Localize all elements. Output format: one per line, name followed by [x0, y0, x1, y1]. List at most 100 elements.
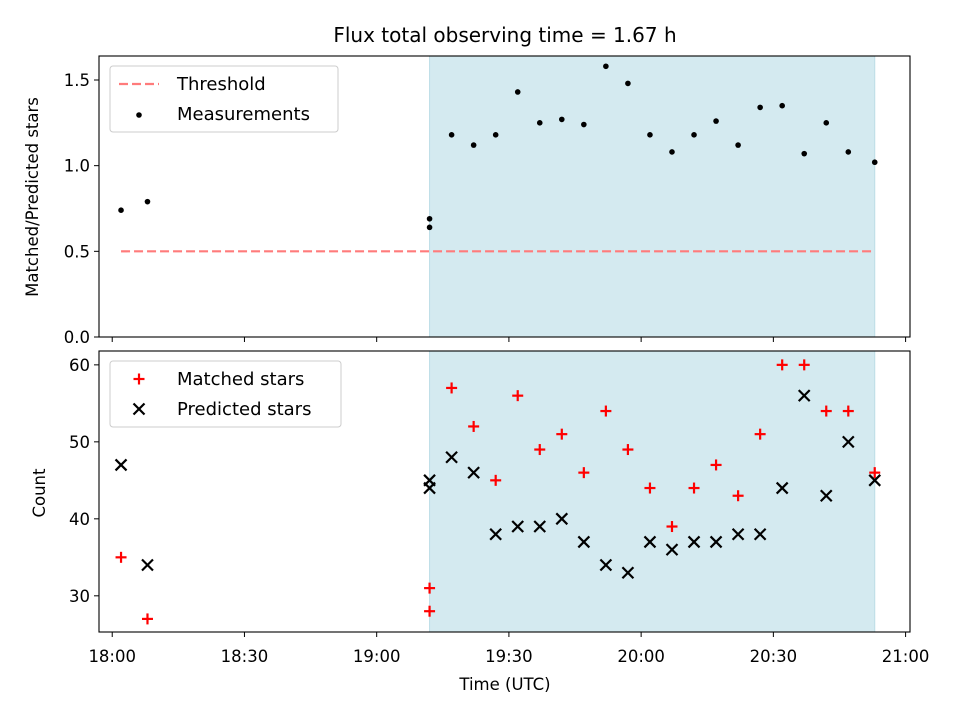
matched-star-point	[842, 405, 854, 417]
predicted-star-point	[445, 450, 458, 464]
x-tick-label: 20:30	[750, 647, 798, 666]
y-tick-label: 40	[69, 510, 90, 529]
bottom-legend: Matched stars Predicted stars	[109, 360, 342, 428]
x-tick-label: 18:00	[88, 647, 136, 666]
predicted-star-point	[868, 474, 882, 487]
y-tick-label: 1.0	[64, 157, 90, 176]
bottom-y-ticks: 30 40 50 60	[69, 356, 99, 606]
x-tick-label: 19:00	[353, 647, 401, 666]
y-tick-label: 30	[69, 587, 90, 606]
y-tick-label: 1.5	[64, 71, 90, 90]
matched-star-point	[512, 390, 524, 402]
matched-star-point	[468, 420, 480, 432]
matched-star-point	[869, 467, 881, 479]
x-tick-label: 18:30	[221, 647, 269, 666]
x-axis-label: Time (UTC)	[458, 675, 550, 694]
matched-star-point	[424, 605, 436, 617]
y-tick-label: 0.0	[64, 328, 90, 347]
measurement-point	[801, 150, 808, 157]
top-shaded-region	[429, 55, 876, 338]
y-tick-label: 60	[69, 356, 90, 375]
matched-star-point	[688, 482, 700, 494]
bottom-legend-box	[109, 360, 342, 428]
legend-measurements-label: Measurements	[177, 104, 310, 125]
predicted-star-point	[621, 566, 635, 579]
matched-star-point	[534, 444, 546, 456]
legend-predicted-swatch	[132, 402, 146, 416]
top-legend-box	[109, 65, 339, 133]
top-legend: Threshold Measurements	[109, 65, 339, 133]
matched-star-point	[490, 474, 502, 486]
chart-title: Flux total observing time = 1.67 h	[333, 23, 676, 47]
measurement-point	[779, 102, 785, 109]
predicted-star-point	[141, 558, 154, 572]
measurement-point	[118, 207, 124, 214]
legend-threshold-label: Threshold	[176, 74, 266, 95]
matched-star-point	[600, 405, 612, 417]
measurement-point	[426, 215, 433, 222]
measurement-point	[647, 132, 653, 138]
measurement-point	[470, 142, 477, 148]
predicted-star-point	[775, 481, 789, 495]
predicted-star-point	[114, 458, 128, 472]
predicted-star-point	[511, 520, 525, 533]
predicted-star-point	[489, 527, 502, 541]
matched-star-point	[141, 613, 153, 625]
legend-matched-swatch	[133, 373, 145, 385]
predicted-star-point	[467, 466, 480, 479]
matched-star-point	[732, 490, 744, 502]
x-tick-label: 20:00	[617, 647, 665, 666]
measurement-point	[426, 224, 433, 231]
measurement-point	[735, 142, 741, 148]
measurement-point	[823, 120, 830, 126]
predicted-star-point	[687, 535, 701, 549]
legend-x-marker	[132, 402, 146, 416]
predicted-star-point	[599, 558, 613, 572]
measurement-point	[871, 159, 878, 166]
measurement-point	[757, 104, 763, 111]
matched-star-point	[820, 405, 832, 417]
x-tick-label: 21:00	[882, 647, 930, 666]
bottom-y-axis-label: Count	[30, 468, 49, 518]
bottom-x-ticks: 18:00 18:30 19:00 19:30 20:00 20:30 21:00	[88, 632, 929, 666]
predicted-star-point	[753, 527, 767, 541]
measurement-point	[845, 149, 852, 155]
measurement-point	[691, 132, 697, 138]
predicted-star-point	[819, 489, 833, 503]
predicted-star-point	[555, 512, 569, 526]
top-y-ticks: 0.0 0.5 1.0 1.5	[64, 71, 99, 347]
matched-star-point	[622, 444, 634, 456]
measurement-point	[625, 80, 631, 87]
top-y-axis-label: Matched/Predicted stars	[23, 97, 42, 297]
predicted-star-point	[842, 435, 855, 449]
legend-plus-marker	[133, 373, 145, 385]
matched-star-point	[666, 521, 678, 533]
top-axes-frame	[98, 55, 911, 338]
top-panel: 0.0 0.5 1.0 1.5 Matched/Predicted stars Thr…	[23, 55, 911, 347]
matched-star-point	[446, 382, 458, 394]
count-points	[114, 359, 882, 625]
top-x-ticks	[111, 337, 907, 342]
measurement-point	[669, 149, 675, 155]
bottom-panel: 30 40 50 60 18:00 18:30 19:00 19:30 20:00 20:30 2…	[30, 350, 929, 694]
x-tick-label: 19:30	[485, 647, 533, 666]
measurement-points	[118, 63, 878, 231]
matched-star-point	[644, 482, 656, 494]
matched-star-point	[115, 551, 127, 563]
predicted-star-point	[577, 535, 591, 549]
predicted-star-point	[643, 535, 657, 549]
measurement-point	[448, 132, 455, 138]
predicted-star-point	[423, 481, 436, 495]
bottom-axes-frame	[98, 350, 911, 633]
measurement-point	[603, 63, 609, 70]
matched-star-point	[798, 359, 810, 371]
matched-star-point	[754, 428, 766, 440]
matched-star-point	[776, 359, 788, 371]
legend-predicted-label: Predicted stars	[177, 399, 311, 420]
measurement-point	[492, 132, 499, 138]
measurement-point	[514, 89, 521, 95]
legend-measurements-swatch	[136, 112, 142, 118]
predicted-star-point	[665, 543, 679, 556]
measurement-point	[536, 120, 543, 126]
